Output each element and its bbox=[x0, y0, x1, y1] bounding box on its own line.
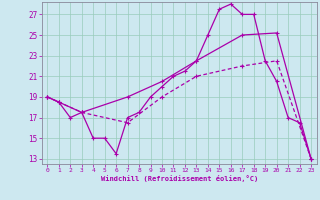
X-axis label: Windchill (Refroidissement éolien,°C): Windchill (Refroidissement éolien,°C) bbox=[100, 175, 258, 182]
